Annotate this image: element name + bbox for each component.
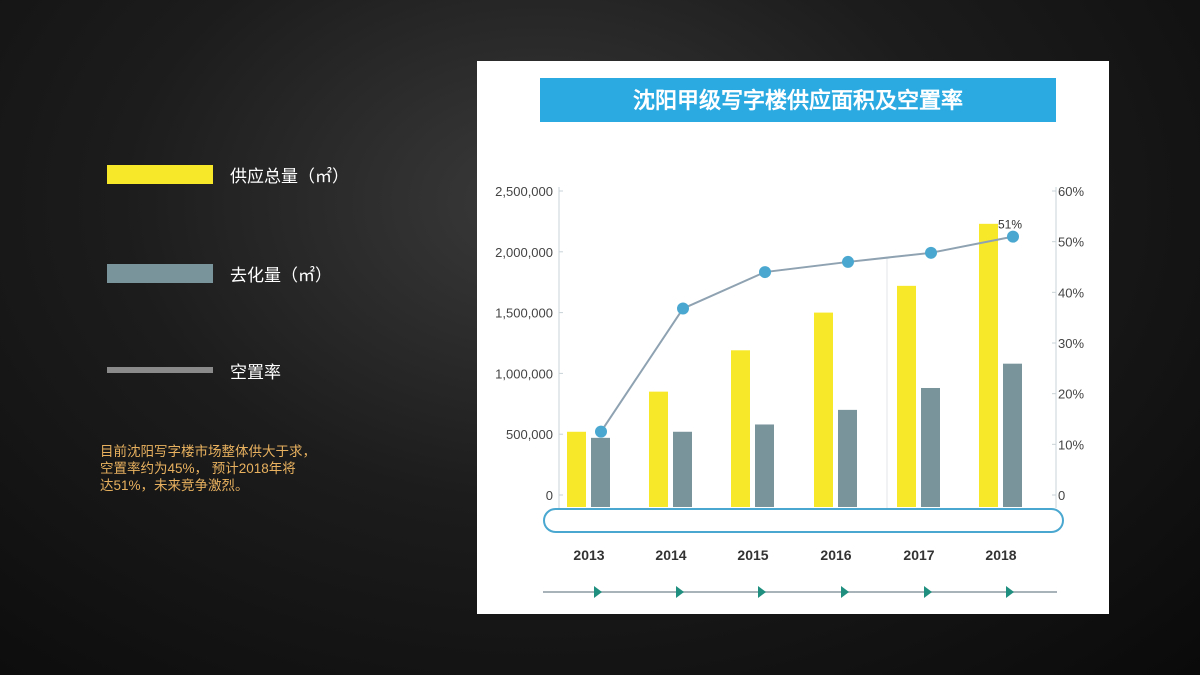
timeline-arrow-icon bbox=[924, 586, 932, 598]
bar-absorbed bbox=[1003, 363, 1022, 507]
chart-title-bar bbox=[540, 78, 1056, 122]
timeline-arrow-icon bbox=[594, 586, 602, 598]
bar-supply bbox=[649, 391, 668, 507]
legend-swatch-absorbed bbox=[107, 263, 213, 283]
legend-item-supply: 供应总量（㎡） bbox=[107, 162, 349, 186]
x-tick-label: 2013 bbox=[573, 547, 604, 563]
timeline-arrow-icon bbox=[758, 586, 766, 598]
market-note: 目前沈阳写字楼市场整体供大于求， 空置率约为45%， 预计2018年将 达51%… bbox=[100, 443, 350, 494]
chart-panel: 沈阳甲级写字楼供应面积及空置率 0 500,000 1,000,000 1,500,0… bbox=[477, 61, 1109, 614]
bar-absorbed bbox=[838, 409, 857, 507]
x-tick-label: 2015 bbox=[737, 547, 768, 563]
bar-supply bbox=[814, 312, 833, 507]
vacancy-point bbox=[677, 302, 689, 315]
x-tick-label: 2018 bbox=[985, 547, 1016, 563]
timeline-arrow-icon bbox=[676, 586, 684, 598]
vacancy-point bbox=[842, 255, 854, 268]
legend-label-vacancy: 空置率 bbox=[230, 362, 281, 382]
timeline-arrow-icon bbox=[841, 586, 849, 598]
bar-supply bbox=[567, 431, 586, 507]
axis-base-capsule bbox=[543, 508, 1064, 533]
y-left-tick-label: 1,500,000 bbox=[495, 306, 553, 321]
bar-supply bbox=[731, 350, 750, 507]
bar-absorbed bbox=[921, 387, 940, 507]
legend-label-supply: 供应总量（㎡） bbox=[230, 166, 349, 186]
vacancy-point bbox=[925, 246, 937, 259]
bar-supply bbox=[897, 285, 916, 507]
y-right-tick-label: 30% bbox=[1058, 336, 1084, 351]
bar-absorbed bbox=[591, 437, 610, 507]
bar-absorbed bbox=[755, 424, 774, 507]
y-left-tick-label: 2,000,000 bbox=[495, 245, 553, 260]
x-tick-label: 2016 bbox=[820, 547, 851, 563]
y-right-tick-label: 50% bbox=[1058, 235, 1084, 250]
legend-item-vacancy: 空置率 bbox=[107, 358, 281, 382]
legend: 供应总量（㎡） 去化量（㎡） 空置率 bbox=[107, 0, 427, 400]
vacancy-point bbox=[595, 425, 607, 438]
y-right-tick-label: 20% bbox=[1058, 387, 1084, 402]
y-right-tick-label: 40% bbox=[1058, 285, 1084, 300]
x-tick-label: 2017 bbox=[903, 547, 934, 563]
vacancy-point bbox=[759, 266, 771, 279]
y-right-tick-label: 0 bbox=[1058, 488, 1065, 503]
y-left-tick-label: 0 bbox=[546, 488, 553, 503]
chart-svg: 沈阳甲级写字楼供应面积及空置率 0 500,000 1,000,000 1,500,0… bbox=[495, 78, 1084, 598]
y-right-tick-label: 10% bbox=[1058, 437, 1084, 452]
market-note-line: 空置率约为45%， 预计2018年将 bbox=[100, 461, 296, 476]
market-note-line: 达51%，未来竞争激烈。 bbox=[100, 478, 249, 493]
legend-item-absorbed: 去化量（㎡） bbox=[107, 261, 332, 285]
y-left-tick-label: 2,500,000 bbox=[495, 184, 553, 199]
vacancy-line bbox=[600, 235, 1014, 433]
vacancy-point bbox=[1007, 230, 1019, 243]
legend-swatch-vacancy bbox=[107, 367, 213, 373]
y-left-tick-label: 500,000 bbox=[506, 427, 553, 442]
y-right-tick-label: 60% bbox=[1058, 184, 1084, 199]
y-left-tick-label: 1,000,000 bbox=[495, 366, 553, 381]
legend-swatch-supply bbox=[107, 164, 213, 184]
market-note-line: 目前沈阳写字楼市场整体供大于求， bbox=[100, 444, 316, 459]
bar-supply bbox=[979, 223, 998, 507]
timeline-arrow-icon bbox=[1006, 586, 1014, 598]
chart-title: 沈阳甲级写字楼供应面积及空置率 bbox=[633, 88, 963, 113]
vacancy-data-label: 51% bbox=[998, 218, 1022, 232]
x-tick-label: 2014 bbox=[655, 547, 686, 563]
legend-label-absorbed: 去化量（㎡） bbox=[230, 265, 332, 285]
bar-absorbed bbox=[673, 431, 692, 507]
